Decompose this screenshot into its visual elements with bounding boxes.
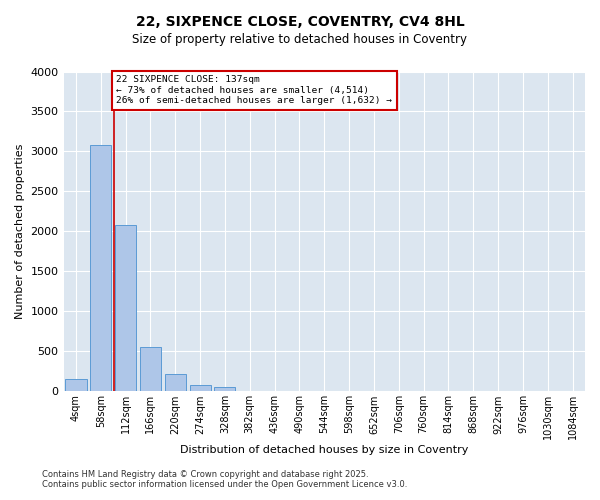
X-axis label: Distribution of detached houses by size in Coventry: Distribution of detached houses by size …: [180, 445, 469, 455]
Text: 22, SIXPENCE CLOSE, COVENTRY, CV4 8HL: 22, SIXPENCE CLOSE, COVENTRY, CV4 8HL: [136, 15, 464, 29]
Text: Size of property relative to detached houses in Coventry: Size of property relative to detached ho…: [133, 32, 467, 46]
Text: Contains HM Land Registry data © Crown copyright and database right 2025.
Contai: Contains HM Land Registry data © Crown c…: [42, 470, 407, 489]
Y-axis label: Number of detached properties: Number of detached properties: [15, 144, 25, 319]
Bar: [90, 145, 112, 392]
Bar: [214, 388, 235, 392]
Bar: [140, 346, 161, 392]
Bar: [190, 385, 211, 392]
Text: 22 SIXPENCE CLOSE: 137sqm
← 73% of detached houses are smaller (4,514)
26% of se: 22 SIXPENCE CLOSE: 137sqm ← 73% of detac…: [116, 76, 392, 106]
Bar: [115, 225, 136, 392]
Bar: [65, 380, 86, 392]
Bar: [165, 374, 186, 392]
